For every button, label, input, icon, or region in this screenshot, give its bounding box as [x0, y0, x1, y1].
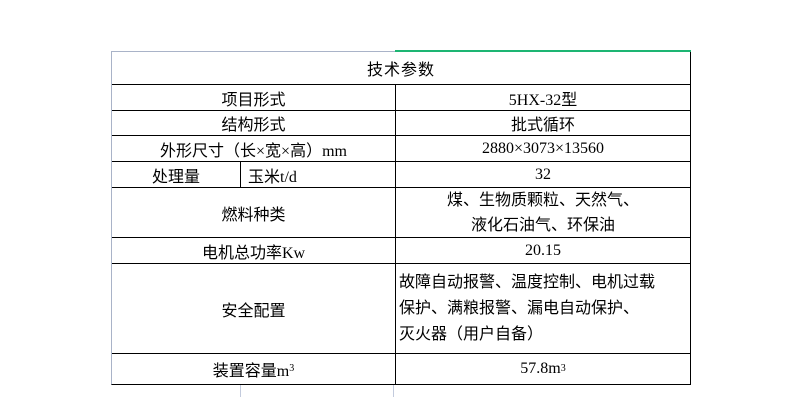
label-capacity: 处理量	[112, 162, 241, 187]
row-motor-power: 电机总功率Kw 20.15	[112, 238, 690, 264]
device-volume-value-text: 57.8m	[520, 360, 561, 377]
fuel-types-line-1: 煤、生物质颗粒、天然气、	[446, 191, 639, 209]
table-title-cell: 技术参数	[112, 52, 690, 84]
label-fuel-types: 燃料种类	[112, 188, 396, 237]
row-device-volume: 装置容量m 3 57.8m 3	[112, 354, 690, 384]
safety-config-line-3: 灭火器（用户自备）	[399, 325, 544, 343]
value-fuel-types: 煤、生物质颗粒、天然气、 液化石油气、环保油	[396, 188, 690, 237]
gridline-stub-left	[240, 385, 241, 397]
safety-config-line-2: 保护、满粮报警、漏电自动保护、	[399, 299, 640, 317]
value-structure-type: 批式循环	[510, 117, 575, 134]
table-title: 技术参数	[366, 62, 435, 79]
safety-config-line-1: 故障自动报警、温度控制、电机过载	[399, 273, 656, 291]
value-safety-config: 故障自动报警、温度控制、电机过载 保护、满粮报警、漏电自动保护、 灭火器（用户自…	[396, 264, 690, 353]
value-device-volume: 57.8m 3	[520, 360, 566, 377]
row-dimensions: 外形尺寸（长×宽×高）mm 2880×3073×13560	[112, 136, 690, 162]
label-project-type: 项目形式	[112, 85, 396, 110]
technical-parameters-table: 技术参数 项目形式 5HX-32型 结构形式 批式循环 外形尺寸（长×宽×高）m…	[111, 52, 691, 385]
label-safety-config: 安全配置	[112, 264, 396, 353]
row-safety-config: 安全配置 故障自动报警、温度控制、电机过载 保护、满粮报警、漏电自动保护、 灭火…	[112, 264, 690, 354]
label-capacity-unit: 玉米t/d	[241, 162, 396, 187]
gridline-stub-center	[393, 385, 394, 397]
table-top-border-left-segment	[111, 51, 395, 52]
label-device-volume: 装置容量m 3	[112, 354, 396, 384]
row-capacity: 处理量 玉米t/d 32	[112, 162, 690, 188]
value-dimensions: 2880×3073×13560	[481, 139, 605, 157]
fuel-types-line-2: 液化石油气、环保油	[470, 216, 615, 234]
label-structure-type: 结构形式	[112, 111, 396, 135]
row-project-type: 项目形式 5HX-32型	[112, 85, 690, 111]
table-top-border-green-accent	[395, 50, 691, 52]
row-structure-type: 结构形式 批式循环	[112, 111, 690, 136]
value-motor-power: 20.15	[525, 241, 561, 259]
device-volume-label-text: 装置容量m	[212, 363, 290, 380]
value-project-type: 5HX-32型	[508, 91, 578, 109]
value-capacity: 32	[535, 165, 551, 183]
table-title-row: 技术参数	[112, 52, 690, 85]
row-fuel-types: 燃料种类 煤、生物质颗粒、天然气、 液化石油气、环保油	[112, 188, 690, 238]
label-dimensions: 外形尺寸（长×宽×高）mm	[112, 136, 396, 161]
label-motor-power: 电机总功率Kw	[112, 238, 396, 263]
